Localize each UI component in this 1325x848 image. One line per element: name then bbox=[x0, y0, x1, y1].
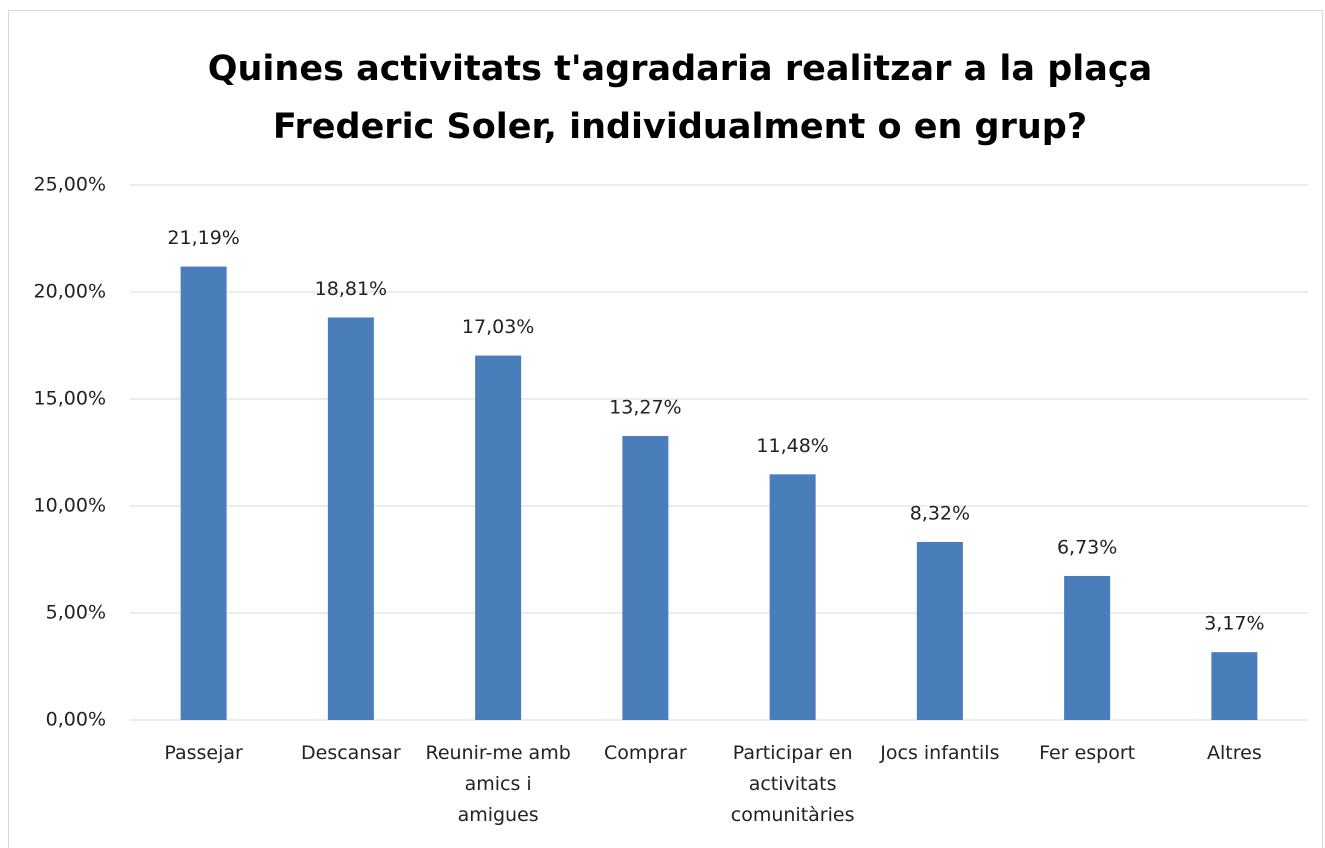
x-tick-label: Altres bbox=[1207, 742, 1262, 764]
bar bbox=[1211, 652, 1258, 720]
y-tick-label: 5,00% bbox=[46, 602, 106, 624]
bar bbox=[622, 436, 669, 720]
y-tick-label: 10,00% bbox=[34, 495, 106, 517]
x-tick-label: Participar en activitats comunitàries bbox=[730, 742, 855, 826]
data-label: 13,27% bbox=[609, 397, 681, 419]
bar bbox=[475, 355, 522, 720]
x-tick-label: Jocs infantils bbox=[880, 742, 1000, 764]
x-tick-label: Fer esport bbox=[1039, 742, 1136, 764]
x-tick-label: Passejar bbox=[164, 742, 243, 764]
data-label: 8,32% bbox=[910, 502, 970, 524]
data-label: 3,17% bbox=[1204, 613, 1264, 635]
y-tick-label: 15,00% bbox=[34, 388, 106, 410]
chart-frame bbox=[8, 10, 1323, 848]
data-label: 17,03% bbox=[462, 316, 534, 338]
data-label: 21,19% bbox=[167, 227, 239, 249]
y-tick-label: 20,00% bbox=[34, 281, 106, 303]
bar bbox=[1064, 575, 1111, 720]
x-tick-label: Comprar bbox=[604, 742, 687, 764]
chart-title: Quines activitats t'agradaria realitzar … bbox=[207, 49, 1153, 147]
y-tick-label: 0,00% bbox=[46, 709, 106, 731]
data-label: 11,48% bbox=[756, 435, 828, 457]
bar bbox=[769, 474, 816, 720]
x-tick-label: Reunir-me amb amics i amigues bbox=[425, 742, 571, 826]
data-label: 18,81% bbox=[315, 278, 387, 300]
bar bbox=[180, 266, 227, 720]
data-label: 6,73% bbox=[1057, 536, 1117, 558]
x-tick-label: Descansar bbox=[301, 742, 401, 764]
y-tick-label: 25,00% bbox=[34, 174, 106, 196]
bar bbox=[916, 541, 963, 720]
bar bbox=[327, 317, 374, 720]
